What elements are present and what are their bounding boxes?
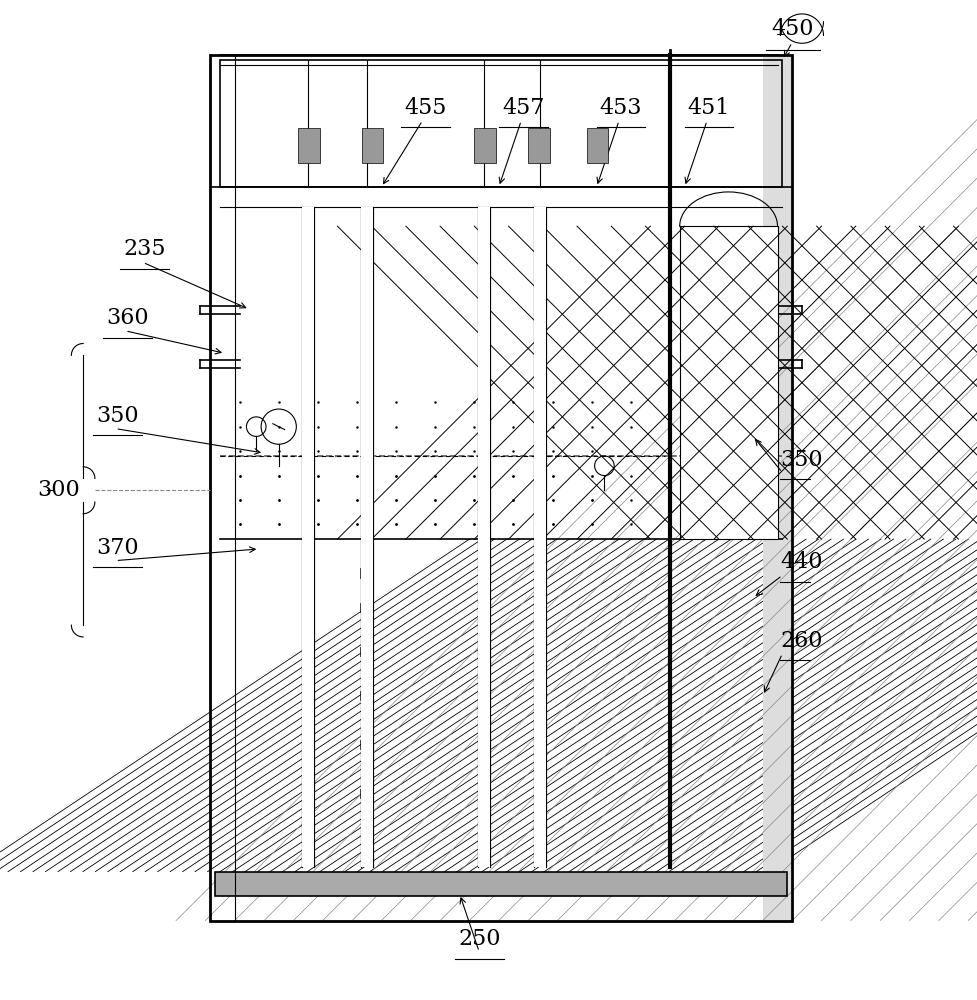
Bar [360, 740, 371, 749]
Text: 250: 250 [457, 928, 500, 950]
Text: 360: 360 [106, 307, 149, 329]
Text: 457: 457 [501, 97, 544, 119]
Bar [210, 55, 791, 921]
Bar [528, 128, 549, 163]
Text: 451: 451 [687, 97, 730, 119]
Text: 260: 260 [780, 630, 822, 652]
Text: 440: 440 [780, 551, 822, 573]
Text: 455: 455 [404, 97, 446, 119]
Bar [360, 568, 371, 578]
Bar [474, 128, 495, 163]
Text: 300: 300 [37, 479, 80, 501]
Bar [360, 691, 371, 700]
Bar [762, 55, 791, 921]
Bar [215, 872, 786, 896]
Text: 370: 370 [96, 537, 139, 559]
Bar [478, 207, 489, 867]
Bar [220, 60, 782, 187]
Bar [360, 789, 371, 798]
Text: 235: 235 [123, 238, 166, 260]
Bar [533, 207, 545, 867]
Text: 350: 350 [96, 405, 139, 427]
Bar [586, 128, 608, 163]
Bar [360, 647, 371, 656]
Text: 453: 453 [599, 97, 642, 119]
Text: 350: 350 [780, 449, 823, 471]
Bar [220, 539, 782, 872]
Bar [361, 128, 383, 163]
Bar [302, 207, 314, 867]
Bar [210, 55, 234, 921]
Bar [298, 128, 319, 163]
Bar [679, 226, 777, 539]
Text: 450: 450 [770, 18, 813, 40]
Bar [361, 207, 372, 867]
Bar [360, 603, 371, 612]
